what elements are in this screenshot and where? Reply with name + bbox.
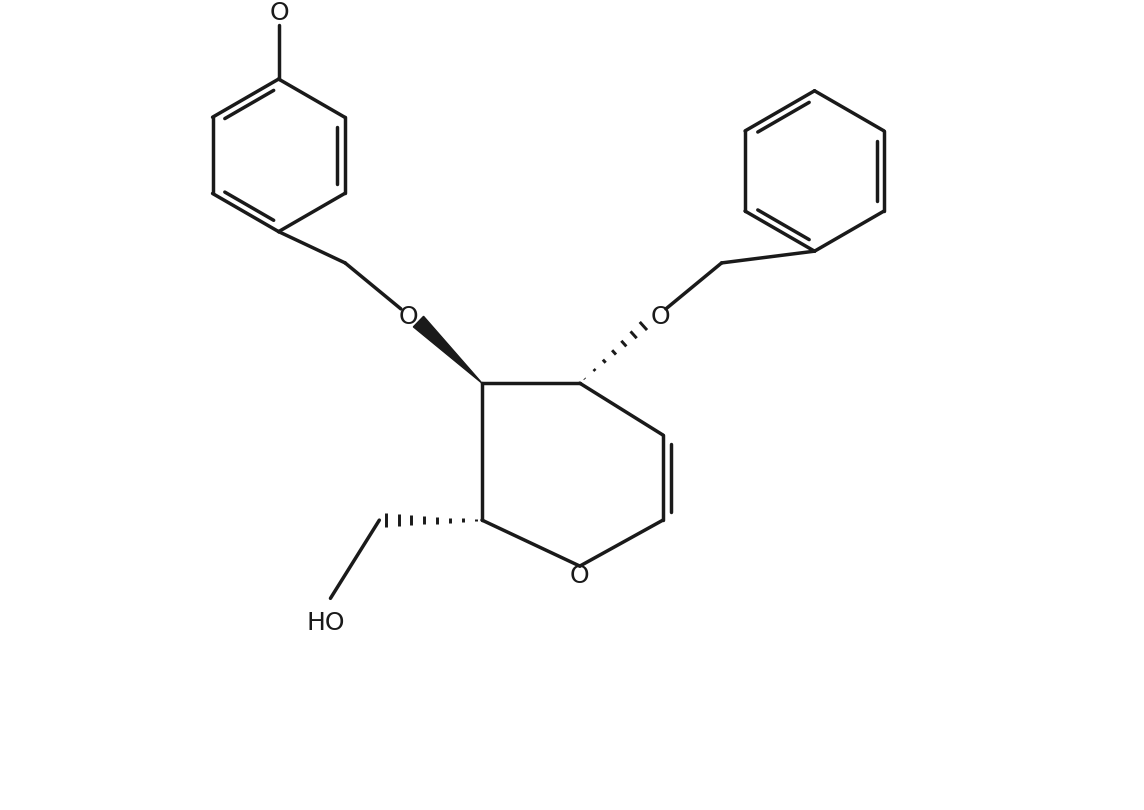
Text: HO: HO (307, 611, 344, 635)
Text: O: O (270, 1, 289, 24)
Text: O: O (570, 564, 589, 588)
Text: O: O (399, 305, 419, 329)
Polygon shape (413, 317, 482, 383)
Text: O: O (650, 305, 670, 329)
